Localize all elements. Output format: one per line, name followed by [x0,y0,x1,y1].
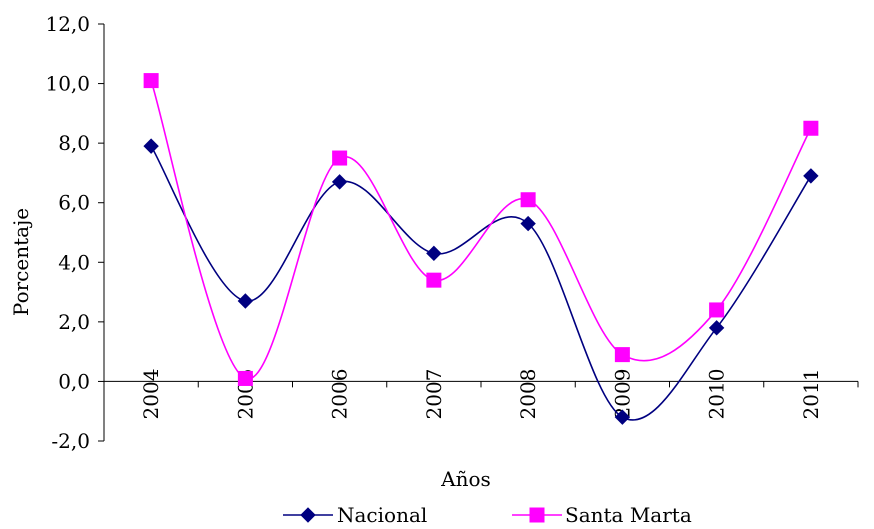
legend-marker [529,507,545,523]
y-tick-label: 4,0 [58,250,90,274]
y-tick-label: 12,0 [45,12,90,36]
y-tick-label: -2,0 [51,429,90,453]
data-point [614,347,630,363]
x-tick-label: 2006 [328,369,352,420]
series-layer [143,73,819,425]
legend-label: Nacional [337,503,427,525]
data-point [143,73,159,89]
y-tick-label: 2,0 [58,310,90,334]
data-point [426,245,442,262]
data-point [520,192,536,208]
x-tick-label: 2010 [705,369,729,420]
data-point [237,370,253,386]
y-tick-label: 10,0 [45,72,90,96]
y-tick-label: 8,0 [58,131,90,155]
legend-label: Santa Marta [565,503,692,525]
series-markers-santa-marta [143,73,819,386]
series-markers-nacional [143,138,819,425]
x-tick-label: 2008 [516,369,540,420]
x-tick-label: 2011 [799,369,823,420]
data-point [520,215,536,232]
data-point [614,409,631,425]
legend: Nacional Santa Marta [283,503,692,527]
data-point [143,138,159,154]
data-point [237,293,254,309]
x-tick-label: 2007 [422,369,446,420]
x-axis-title: Años [440,467,491,491]
x-tick-label: 2004 [139,369,163,420]
data-point [332,150,348,166]
data-point [331,174,348,190]
data-point [709,302,725,318]
data-point [803,168,819,184]
y-tick-label: 0,0 [58,369,90,393]
legend-item: Santa Marta [512,503,692,527]
data-point [708,320,725,336]
data-point [426,272,442,288]
y-axis-title: Porcentaje [9,208,33,316]
legend-item: Nacional [283,503,427,527]
legend-marker [300,507,316,523]
y-tick-label: 6,0 [58,191,90,215]
data-point [803,120,819,136]
